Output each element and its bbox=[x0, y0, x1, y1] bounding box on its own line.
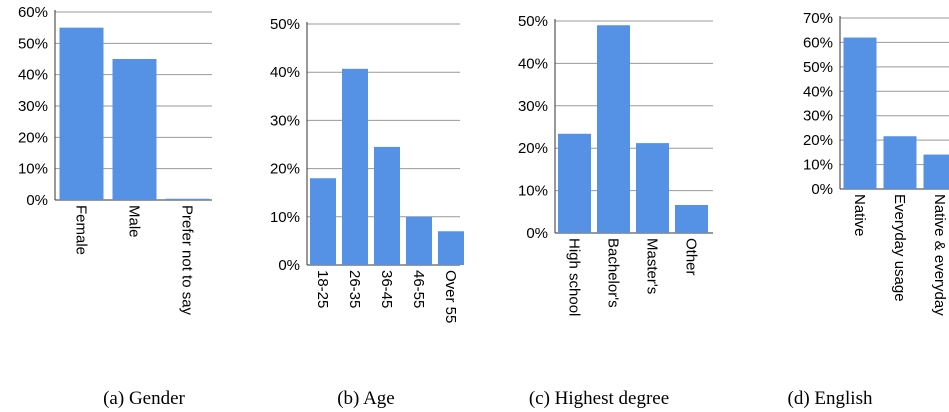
y-tick-label: 30% bbox=[803, 108, 833, 125]
y-tick-label: 40% bbox=[270, 64, 300, 81]
y-tick-label: 50% bbox=[803, 59, 833, 76]
bar-age bbox=[374, 146, 400, 265]
y-tick-label: 50% bbox=[18, 35, 48, 52]
caption-english: (d) English bbox=[788, 388, 873, 409]
y-tick-label: 20% bbox=[803, 132, 833, 149]
x-category-label: Everyday usage bbox=[891, 194, 908, 302]
x-category-label: 26-35 bbox=[346, 270, 363, 308]
caption-age: (b) Age bbox=[337, 388, 395, 409]
x-category-label: Over 55 bbox=[442, 270, 459, 323]
bar-highest-degree bbox=[597, 25, 630, 233]
y-tick-label: 70% bbox=[803, 10, 833, 27]
bar-highest-degree bbox=[636, 143, 669, 233]
bar-english bbox=[883, 136, 917, 189]
y-tick-label: 20% bbox=[270, 161, 300, 178]
panel-highest-degree: 0% 10% 20% 30% 40% 50% High school Bachelor's Ma… bbox=[518, 13, 713, 316]
bar-gender bbox=[112, 59, 157, 200]
bar-highest-degree bbox=[675, 205, 708, 233]
y-tick-label: 40% bbox=[803, 83, 833, 100]
x-category-label: Female bbox=[73, 205, 90, 255]
caption-highest-degree: (c) Highest degree bbox=[529, 388, 669, 409]
caption-gender: (a) Gender bbox=[103, 388, 185, 409]
y-tick-label: 60% bbox=[18, 4, 48, 21]
x-category-label: Native bbox=[851, 194, 868, 237]
y-tick-label: 10% bbox=[18, 161, 48, 178]
bar-age bbox=[342, 68, 368, 266]
y-tick-label: 50% bbox=[518, 13, 548, 30]
bar-age bbox=[438, 231, 464, 265]
y-tick-label: 40% bbox=[518, 55, 548, 72]
y-tick-label: 30% bbox=[270, 112, 300, 129]
x-category-label: High school bbox=[566, 238, 583, 316]
x-category-label: Master's bbox=[644, 238, 661, 294]
y-tick-label: 0% bbox=[811, 181, 833, 198]
y-tick-label: 10% bbox=[518, 183, 548, 200]
x-category-label: 36-45 bbox=[378, 270, 395, 308]
y-tick-label: 40% bbox=[18, 67, 48, 84]
bar-english bbox=[843, 37, 877, 189]
bar-gender bbox=[165, 198, 210, 200]
panel-age: 0% 10% 20% 30% 40% 50% 18-25 26-35 36-45 46-55 Ove… bbox=[270, 16, 464, 323]
y-tick-label: 20% bbox=[18, 129, 48, 146]
y-tick-label: 10% bbox=[803, 157, 833, 174]
y-tick-label: 0% bbox=[278, 257, 300, 274]
x-category-label: 18-25 bbox=[314, 270, 331, 308]
panel-english: 0% 10% 20% 30% 40% 50% 60% 70% Native Everyday us… bbox=[803, 10, 949, 316]
y-tick-label: 0% bbox=[26, 192, 48, 209]
y-tick-label: 60% bbox=[803, 34, 833, 51]
bar-english bbox=[923, 154, 949, 189]
y-tick-label: 30% bbox=[518, 98, 548, 115]
bar-highest-degree bbox=[558, 133, 591, 233]
bar-age bbox=[310, 178, 336, 265]
y-tick-label: 0% bbox=[526, 225, 548, 242]
x-category-label: Male bbox=[126, 205, 143, 238]
y-tick-label: 10% bbox=[270, 209, 300, 226]
y-tick-label: 50% bbox=[270, 16, 300, 33]
x-category-label: Other bbox=[683, 238, 700, 276]
x-category-label: 46-55 bbox=[410, 270, 427, 308]
x-category-label: Bachelor's bbox=[605, 238, 622, 308]
x-category-label: Native & everyday bbox=[931, 194, 948, 316]
bar-gender bbox=[59, 27, 104, 200]
y-tick-label: 30% bbox=[18, 98, 48, 115]
panel-gender: 0% 10% 20% 30% 40% 50% 60% Female Male Prefer not… bbox=[18, 4, 212, 316]
y-tick-label: 20% bbox=[518, 140, 548, 157]
x-category-label: Prefer not to say bbox=[179, 205, 196, 316]
bar-age bbox=[406, 216, 432, 265]
